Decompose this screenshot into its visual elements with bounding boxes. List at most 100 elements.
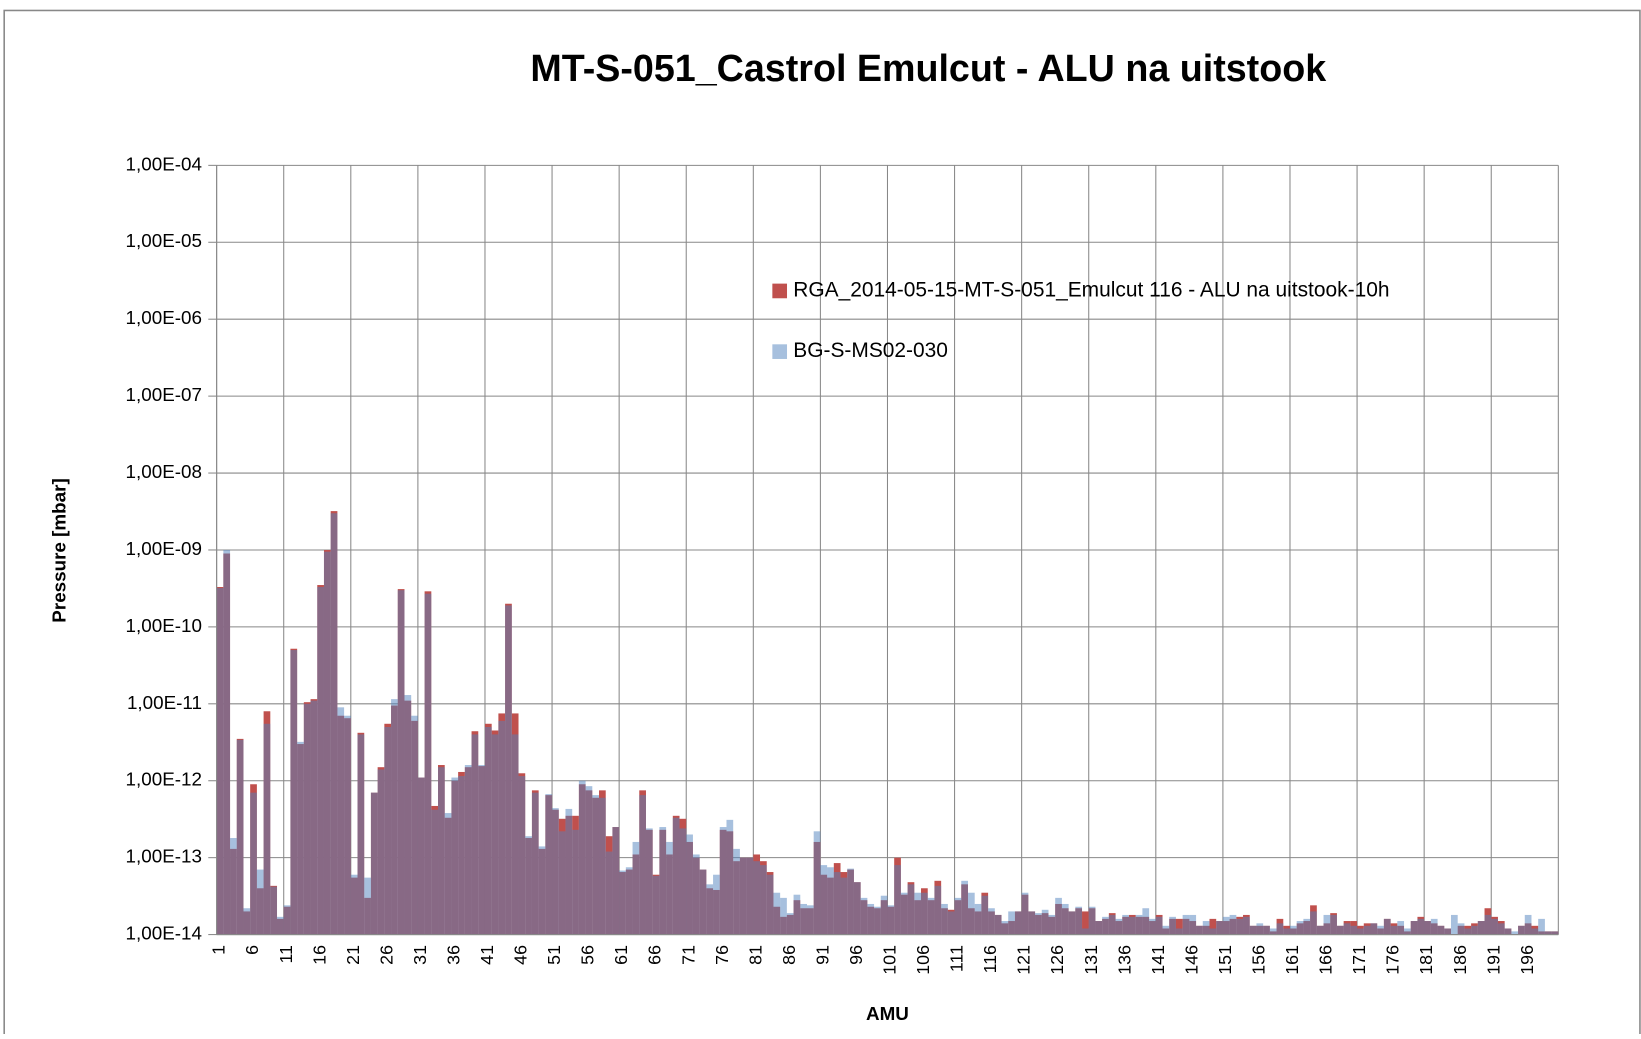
bar bbox=[243, 908, 251, 935]
y-axis-label: Pressure [mbar] bbox=[49, 478, 70, 622]
x-tick-label: 46 bbox=[511, 945, 531, 965]
bar bbox=[692, 854, 700, 935]
bar bbox=[894, 865, 901, 935]
legend-swatch bbox=[772, 283, 788, 299]
bar bbox=[1175, 928, 1183, 935]
bar bbox=[585, 786, 593, 935]
bar bbox=[612, 827, 620, 935]
legend-label: BG-S-MS02-030 bbox=[793, 339, 948, 362]
bar bbox=[303, 703, 311, 935]
bar bbox=[277, 916, 284, 935]
bar bbox=[1383, 918, 1391, 935]
bar bbox=[1088, 906, 1096, 935]
bar bbox=[1497, 923, 1505, 935]
bar bbox=[250, 792, 257, 935]
bar bbox=[927, 897, 935, 935]
bar bbox=[941, 903, 948, 935]
bar bbox=[947, 911, 955, 935]
y-tick-label: 1,00E-06 bbox=[126, 307, 202, 328]
bar bbox=[545, 794, 553, 935]
bar bbox=[887, 905, 895, 935]
x-tick-label: 36 bbox=[443, 945, 463, 965]
bar bbox=[518, 776, 526, 935]
bar bbox=[391, 699, 398, 935]
x-tick-label: 86 bbox=[779, 945, 799, 965]
bar bbox=[833, 872, 841, 935]
y-tick-label: 1,00E-14 bbox=[126, 923, 202, 944]
bar bbox=[404, 695, 412, 935]
bar bbox=[880, 895, 888, 935]
bar bbox=[283, 905, 291, 935]
bar bbox=[645, 828, 653, 935]
x-tick-label: 171 bbox=[1349, 945, 1369, 975]
y-tick-label: 1,00E-04 bbox=[126, 153, 202, 174]
x-tick-label: 106 bbox=[913, 945, 933, 975]
bar bbox=[592, 795, 600, 935]
bar bbox=[605, 851, 613, 935]
x-tick-label: 66 bbox=[645, 945, 665, 965]
bar bbox=[867, 903, 875, 935]
bar bbox=[270, 886, 278, 935]
bar bbox=[1357, 928, 1364, 935]
x-tick-label: 41 bbox=[477, 945, 497, 965]
bar bbox=[1484, 914, 1492, 935]
x-tick-label: 181 bbox=[1416, 945, 1436, 975]
x-tick-label: 91 bbox=[812, 945, 832, 965]
bar bbox=[967, 892, 975, 935]
bar bbox=[417, 777, 425, 935]
bar bbox=[874, 906, 881, 935]
x-tick-label: 151 bbox=[1215, 945, 1235, 975]
x-tick-label: 76 bbox=[712, 945, 732, 965]
bar bbox=[1491, 918, 1498, 935]
x-tick-label: 136 bbox=[1114, 945, 1134, 975]
x-tick-label: 11 bbox=[276, 945, 296, 964]
bar bbox=[1041, 909, 1049, 935]
bar bbox=[552, 808, 559, 935]
bar bbox=[558, 831, 566, 935]
bar bbox=[974, 903, 982, 935]
bar bbox=[1061, 903, 1069, 935]
bar bbox=[1296, 921, 1304, 935]
bar bbox=[484, 726, 492, 935]
legend-label: RGA_2014-05-15-MT-S-051_Emulcut 116 - AL… bbox=[793, 278, 1389, 301]
bar bbox=[263, 723, 271, 935]
x-tick-label: 51 bbox=[544, 945, 564, 965]
bar bbox=[733, 848, 740, 935]
bar bbox=[1343, 923, 1351, 935]
bar bbox=[1055, 897, 1062, 935]
x-tick-label: 71 bbox=[678, 945, 698, 965]
bar bbox=[1263, 925, 1270, 935]
bar bbox=[686, 834, 693, 935]
bar bbox=[1524, 914, 1532, 935]
bar bbox=[1477, 921, 1485, 935]
bar bbox=[1424, 921, 1431, 935]
bar bbox=[1095, 921, 1103, 935]
bar bbox=[1068, 911, 1076, 935]
bar bbox=[1377, 925, 1384, 935]
bar bbox=[525, 836, 532, 935]
y-tick-label: 1,00E-08 bbox=[126, 461, 202, 482]
bar bbox=[471, 734, 479, 935]
x-tick-label: 1 bbox=[209, 945, 229, 955]
bar bbox=[511, 734, 519, 935]
bar bbox=[444, 813, 452, 935]
bar bbox=[659, 827, 667, 935]
bar bbox=[746, 857, 754, 935]
x-tick-label: 196 bbox=[1517, 945, 1537, 975]
bar bbox=[1256, 923, 1264, 935]
bar bbox=[498, 720, 506, 935]
bar bbox=[424, 593, 432, 935]
bar bbox=[726, 819, 734, 935]
y-tick-label: 1,00E-07 bbox=[126, 384, 202, 405]
bar bbox=[297, 741, 304, 935]
x-tick-label: 121 bbox=[1014, 945, 1034, 975]
bar bbox=[256, 869, 264, 935]
bar bbox=[625, 867, 633, 935]
bar bbox=[907, 884, 915, 935]
bar bbox=[1269, 928, 1277, 935]
bar bbox=[780, 897, 787, 935]
bar bbox=[934, 885, 942, 935]
y-tick-label: 1,00E-09 bbox=[126, 538, 202, 559]
bar bbox=[1363, 925, 1371, 935]
bar bbox=[1551, 931, 1559, 935]
